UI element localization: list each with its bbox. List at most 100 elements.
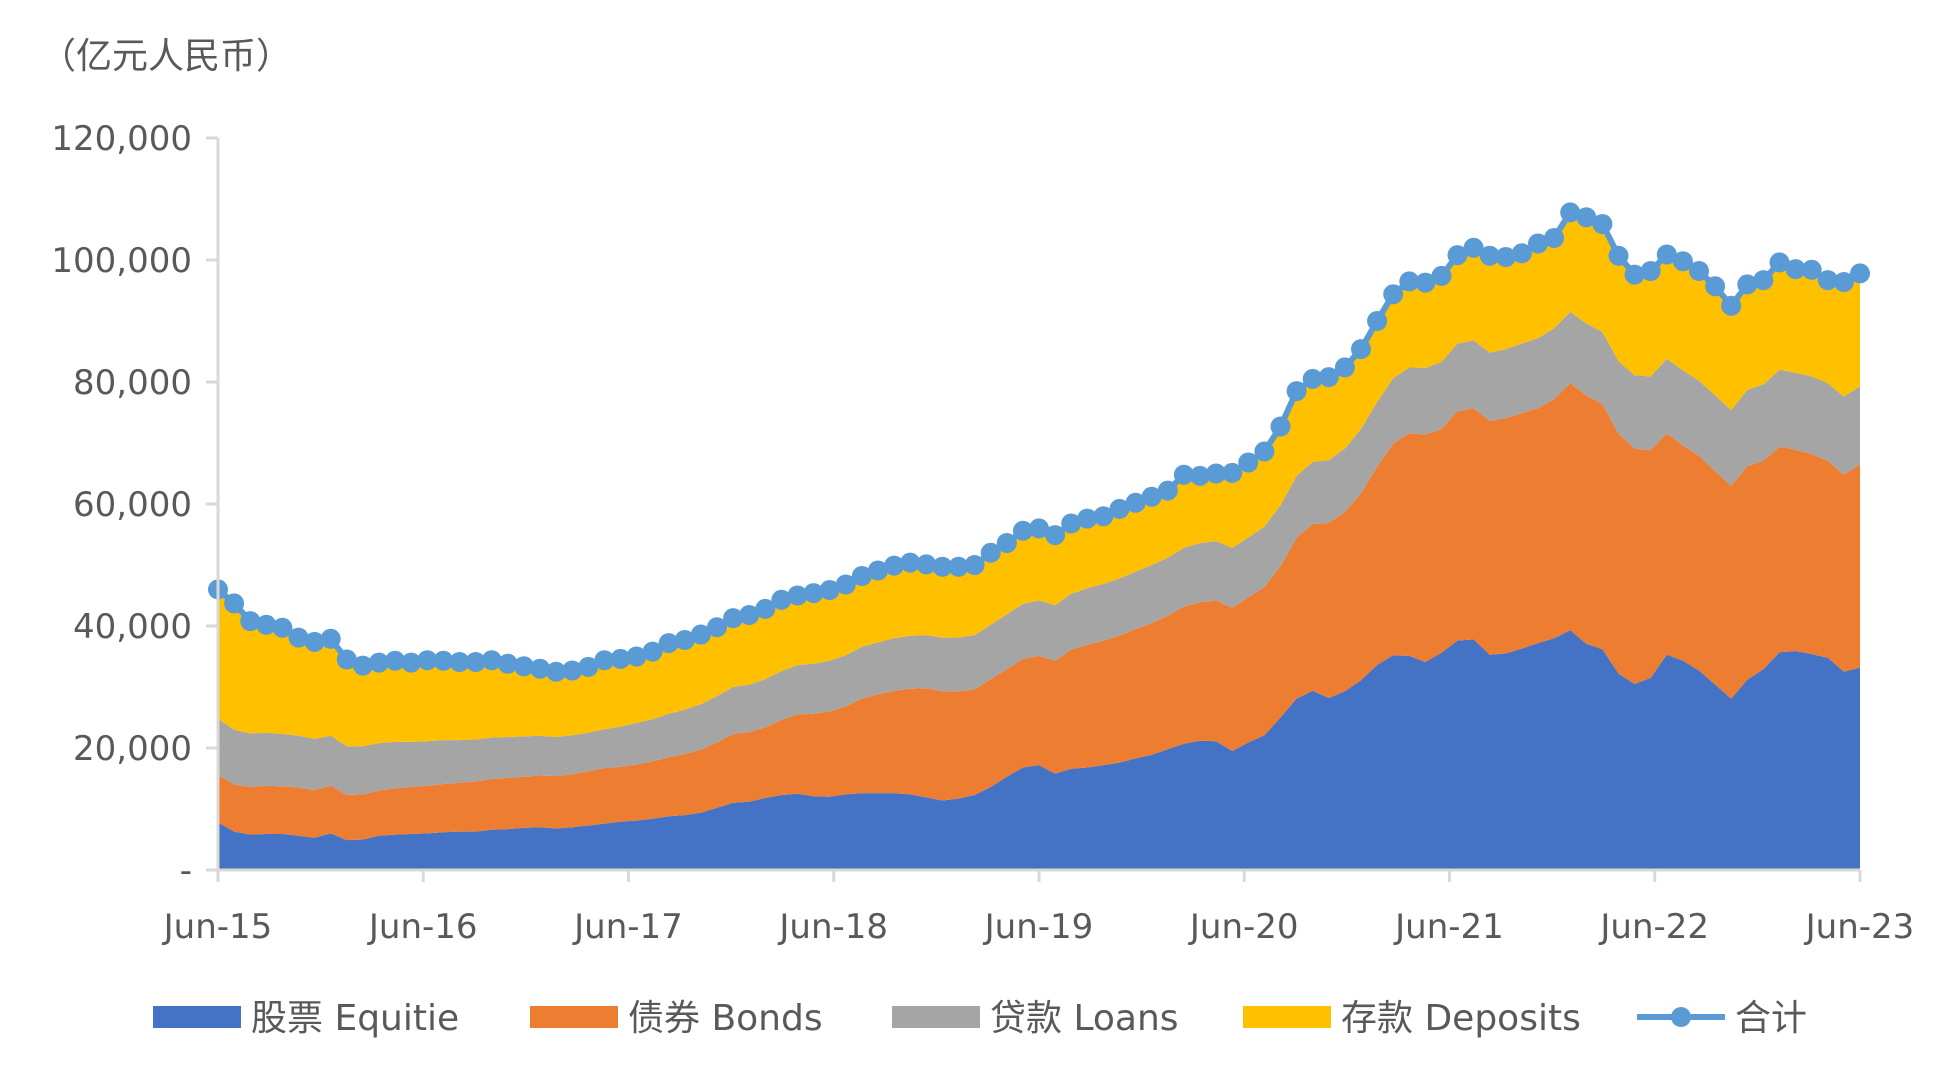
total-point <box>1254 441 1275 462</box>
total-point <box>433 650 454 671</box>
total-point <box>1222 462 1243 483</box>
total-point <box>1640 261 1661 281</box>
total-point <box>868 560 888 581</box>
legend: 股票 Equitie 债券 Bonds 贷款 Loans 存款 Deposits 合计 <box>153 998 1807 1039</box>
total-point <box>1399 271 1420 292</box>
total-point <box>1737 274 1758 295</box>
total-point <box>417 650 438 671</box>
total-point <box>707 617 727 638</box>
total-point <box>1061 513 1082 534</box>
total-point <box>819 580 840 600</box>
total-point <box>1302 368 1323 389</box>
area-equitie <box>218 630 1860 870</box>
legend-label-total: 合计 <box>1735 998 1807 1039</box>
total-point <box>1238 452 1259 473</box>
x-tick-label: Jun-16 <box>367 907 478 947</box>
total-point <box>336 649 357 670</box>
total-point <box>562 660 583 681</box>
legend-swatch-bonds <box>530 1006 618 1028</box>
total-point <box>256 614 277 635</box>
total-point <box>1624 264 1645 285</box>
total-point <box>835 574 856 595</box>
total-point <box>996 533 1017 553</box>
total-point <box>320 628 341 649</box>
legend-swatch-deposits <box>1243 1006 1331 1028</box>
total-point <box>964 555 985 575</box>
x-tick-label: Jun-22 <box>1598 907 1709 947</box>
total-point <box>240 611 261 632</box>
total-point <box>851 566 872 586</box>
total-point <box>1447 245 1468 266</box>
total-point <box>1463 237 1484 258</box>
y-tick-label: 80,000 <box>73 363 192 403</box>
legend-label-deposits: 存款 Deposits <box>1341 998 1581 1039</box>
total-point <box>546 661 567 682</box>
total-point <box>369 652 389 673</box>
total-point <box>1753 270 1774 291</box>
total-point <box>1850 263 1870 284</box>
total-point <box>513 656 534 677</box>
x-tick-label: Jun-20 <box>1188 907 1299 947</box>
axes-group: - 20,000 40,000 60,000 80,000 100,000 120,000 J… <box>51 119 1914 947</box>
total-point <box>1077 508 1098 529</box>
total-point <box>1367 311 1388 331</box>
total-point <box>1045 525 1066 546</box>
total-point <box>1093 506 1114 527</box>
y-tick-label: - <box>180 851 192 891</box>
total-point <box>1495 247 1516 267</box>
total-point <box>304 631 325 652</box>
total-point <box>1785 259 1806 280</box>
total-point <box>1173 464 1194 485</box>
total-point <box>1157 480 1178 501</box>
y-tick-label: 60,000 <box>73 485 192 525</box>
total-point <box>1576 207 1597 228</box>
total-point <box>1431 265 1452 286</box>
total-point <box>1801 259 1822 280</box>
legend-swatch-equitie <box>153 1006 241 1028</box>
total-point <box>497 653 518 674</box>
total-point <box>401 652 422 673</box>
total-point <box>1206 463 1227 484</box>
total-point <box>739 605 760 625</box>
total-point <box>916 554 937 575</box>
total-point <box>1318 367 1339 388</box>
total-point <box>1528 233 1548 254</box>
total-point <box>1334 357 1355 378</box>
total-point <box>1383 284 1404 305</box>
total-point <box>626 646 647 667</box>
total-line-group <box>208 202 1870 682</box>
y-tick-label: 40,000 <box>73 607 192 647</box>
total-point <box>1012 520 1033 541</box>
total-point <box>723 608 744 629</box>
total-point <box>465 652 486 672</box>
total-point <box>1608 245 1629 266</box>
total-point <box>1190 465 1210 486</box>
total-point <box>1511 243 1532 264</box>
area-deposits <box>218 212 1860 747</box>
total-point <box>1833 272 1854 292</box>
total-point <box>1672 251 1693 272</box>
total-point <box>1656 244 1677 265</box>
total-point <box>578 656 599 677</box>
x-tick-label: Jun-21 <box>1393 907 1504 947</box>
total-point <box>1109 498 1130 519</box>
total-point <box>948 556 969 577</box>
legend-marker-total <box>1671 1007 1691 1027</box>
total-point <box>530 658 550 679</box>
total-point <box>224 593 245 614</box>
total-point <box>1286 381 1307 402</box>
total-point <box>642 641 663 662</box>
total-point <box>787 585 808 606</box>
x-tick-label: Jun-17 <box>572 907 683 947</box>
total-point <box>385 650 406 671</box>
total-point <box>1705 276 1726 297</box>
y-axis-unit-label: （亿元人民币） <box>40 36 292 77</box>
y-tick-label: 100,000 <box>51 241 192 281</box>
total-point <box>1351 339 1371 360</box>
total-point <box>1817 270 1838 291</box>
total-point <box>1270 416 1291 437</box>
total-point <box>690 624 711 645</box>
total-point <box>1415 272 1436 293</box>
area-series-group <box>218 212 1860 870</box>
